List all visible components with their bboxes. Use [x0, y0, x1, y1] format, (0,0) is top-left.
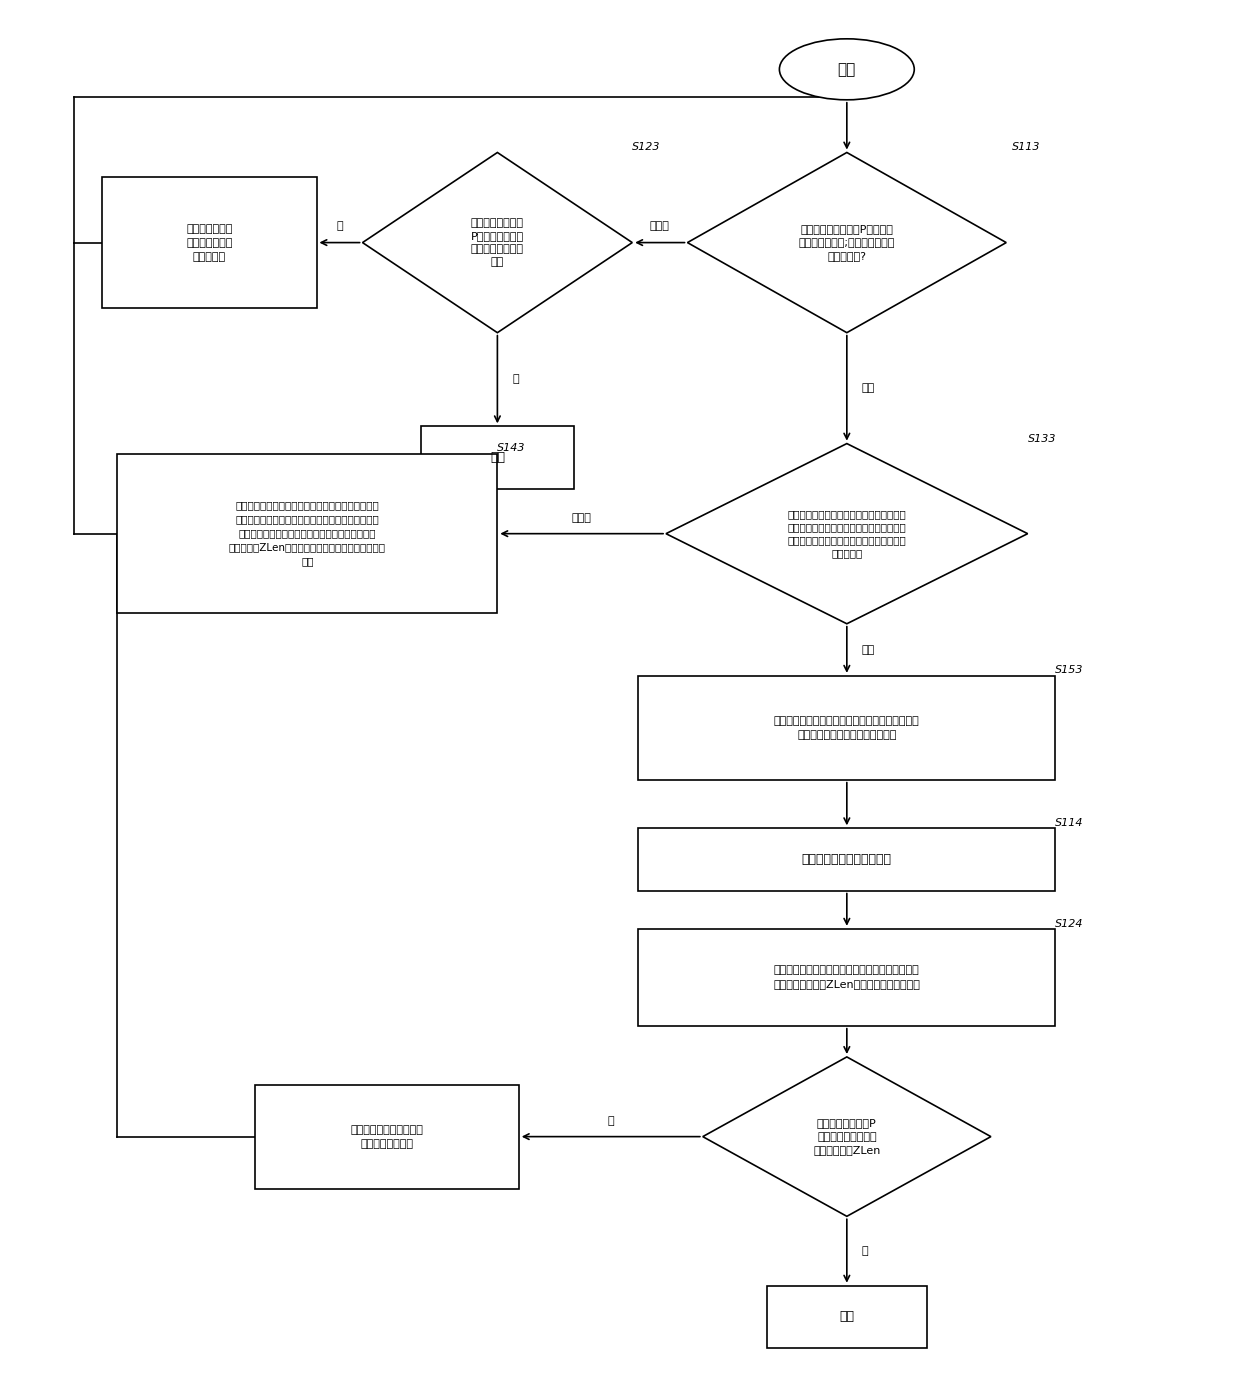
Text: S133: S133 [1028, 434, 1056, 444]
Text: 则更新当前处理位置为下
一位遥测字的位置: 则更新当前处理位置为下 一位遥测字的位置 [351, 1124, 424, 1148]
FancyBboxPatch shape [255, 1085, 518, 1189]
FancyBboxPatch shape [768, 1285, 926, 1348]
Text: 不匹配: 不匹配 [650, 221, 670, 231]
Text: 开始: 开始 [838, 62, 856, 77]
FancyBboxPatch shape [118, 454, 497, 613]
Text: 否: 否 [512, 374, 518, 385]
FancyBboxPatch shape [639, 928, 1055, 1026]
Ellipse shape [780, 39, 914, 99]
Text: 判断当前处理位置
P之后的数据长度
是否大于等于遥测
帧长: 判断当前处理位置 P之后的数据长度 是否大于等于遥测 帧长 [471, 218, 525, 267]
Text: S143: S143 [497, 444, 526, 454]
FancyBboxPatch shape [420, 426, 574, 489]
Text: 判定该匹配成功的遥测帧不是符合所述需要分类提取
的目标数据的类别属性的遥测数据，跳过该匹配成功
的遥测帧的数据，即从遥测帧同步字位置开始，跳
过遥测帧长ZLen: 判定该匹配成功的遥测帧不是符合所述需要分类提取 的目标数据的类别属性的遥测数据，… [229, 501, 386, 567]
Text: 从匹配成功的遥测帧同步字的位置开始，根
据遥测识别字的偏移位置、遥测帧识别字长
度，判断偏移位置处遥测字是否与遥测类别
标识字匹配: 从匹配成功的遥测帧同步字的位置开始，根 据遥测识别字的偏移位置、遥测帧识别字长 … [787, 508, 906, 559]
Text: 存储所述类别属性遥测数据: 存储所述类别属性遥测数据 [802, 853, 892, 867]
Text: 将当前处理位置更新为所述类别属性遥测数据之后
，即跳过遥测帧长ZLen长度的数据之后的位置: 将当前处理位置更新为所述类别属性遥测数据之后 ，即跳过遥测帧长ZLen长度的数据… [774, 965, 920, 990]
Text: 是: 是 [862, 1246, 868, 1256]
Polygon shape [703, 1057, 991, 1217]
Text: S114: S114 [1055, 818, 1084, 827]
Text: 匹配: 匹配 [862, 384, 874, 393]
Polygon shape [362, 153, 632, 333]
Text: 定位该匹配成功的遥测帧为符合所述需要分类提取
的目标数据的类别属性的遥测数据: 定位该匹配成功的遥测帧为符合所述需要分类提取 的目标数据的类别属性的遥测数据 [774, 715, 920, 739]
FancyBboxPatch shape [639, 676, 1055, 780]
Text: S124: S124 [1055, 918, 1084, 928]
Polygon shape [666, 444, 1028, 624]
Polygon shape [687, 153, 1006, 333]
FancyBboxPatch shape [102, 176, 316, 308]
Text: 是: 是 [336, 221, 342, 231]
Text: 则更新当前处理
位置为下一位遥
测字的位置: 则更新当前处理 位置为下一位遥 测字的位置 [186, 224, 232, 262]
Text: S153: S153 [1055, 665, 1084, 675]
Text: 否: 否 [608, 1116, 614, 1126]
Text: S113: S113 [1012, 143, 1040, 153]
Text: 结束: 结束 [839, 1310, 854, 1323]
Text: 不匹配: 不匹配 [572, 512, 591, 522]
Text: 匹配: 匹配 [862, 645, 874, 655]
FancyBboxPatch shape [639, 829, 1055, 890]
Text: S123: S123 [632, 143, 661, 153]
Text: 结束: 结束 [490, 451, 505, 463]
Text: 从所述当前处理位置P开始，匹
配遥测帧同步字;判断遥测帧同步
字是否匹配?: 从所述当前处理位置P开始，匹 配遥测帧同步字;判断遥测帧同步 字是否匹配? [799, 224, 895, 260]
Text: 判断当前处理位置P
之后的数据长度是否
小于遥测帧长ZLen: 判断当前处理位置P 之后的数据长度是否 小于遥测帧长ZLen [813, 1119, 880, 1155]
